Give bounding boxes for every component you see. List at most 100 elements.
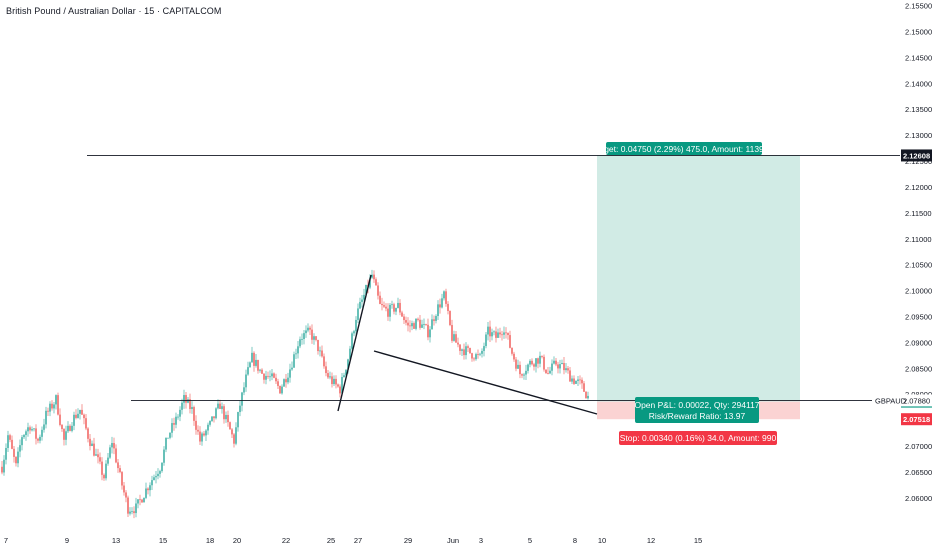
candle-body bbox=[399, 302, 401, 313]
descending-trend-line[interactable] bbox=[373, 350, 598, 415]
candle-body bbox=[33, 428, 35, 430]
candle-body bbox=[431, 319, 433, 330]
candle-body bbox=[233, 434, 235, 444]
symbol-line-label: GBPAUD bbox=[875, 396, 907, 405]
candle-body bbox=[45, 410, 47, 425]
candle-body bbox=[481, 350, 483, 354]
candle-body bbox=[545, 369, 547, 374]
candle-body bbox=[371, 274, 373, 278]
candle-body bbox=[505, 332, 507, 334]
candle-body bbox=[89, 438, 91, 446]
candle-body bbox=[487, 326, 489, 335]
candle-body bbox=[43, 424, 45, 430]
candle-body bbox=[151, 480, 153, 486]
candle-body bbox=[553, 360, 555, 364]
target-price-badge bbox=[901, 149, 932, 162]
candle-body bbox=[7, 435, 9, 448]
candle-body bbox=[131, 511, 133, 513]
candle-body bbox=[191, 407, 193, 409]
candle-body bbox=[263, 373, 265, 380]
candle-body bbox=[577, 379, 579, 381]
candle-body bbox=[211, 416, 213, 422]
candle-body bbox=[347, 359, 349, 370]
candle-body bbox=[97, 454, 99, 458]
candle-body bbox=[375, 279, 377, 286]
candle-body bbox=[587, 395, 589, 399]
price-axis[interactable]: 2.15500 2.15000 2.14500 2.14000 2.13500 2.130… bbox=[875, 2, 932, 503]
candle-body bbox=[271, 373, 273, 377]
candle-body bbox=[389, 304, 391, 317]
candle-body bbox=[507, 332, 509, 336]
candle-body bbox=[127, 497, 129, 514]
target-zone[interactable] bbox=[597, 155, 800, 402]
price-tick-label: 2.15500 bbox=[905, 2, 932, 11]
candle-body bbox=[579, 379, 581, 381]
candle-body bbox=[319, 350, 321, 352]
price-tick-label: 2.10500 bbox=[905, 261, 932, 270]
candle-body bbox=[139, 499, 141, 501]
candle-body bbox=[259, 369, 261, 371]
candle-body bbox=[509, 335, 511, 348]
candle-body bbox=[337, 384, 339, 387]
candle-body bbox=[275, 377, 277, 382]
price-tick-label: 2.12500 bbox=[905, 157, 932, 166]
candle-body bbox=[213, 416, 215, 419]
time-axis[interactable]: 7 9 13 15 18 20 22 25 27 29 Jun 3 5 8 10 12 15 bbox=[4, 536, 702, 545]
candle-body bbox=[473, 358, 475, 360]
candle-body bbox=[321, 350, 323, 357]
candle-body bbox=[329, 376, 331, 378]
candle-body bbox=[237, 412, 239, 428]
candle-body bbox=[19, 445, 21, 452]
time-tick-label: 9 bbox=[65, 536, 69, 545]
target-label: Target: 0.04750 (2.29%) 475.0, Amount: 1… bbox=[592, 144, 775, 154]
price-tick-label: 2.14000 bbox=[905, 79, 932, 88]
candle-body bbox=[311, 329, 313, 340]
candle-body bbox=[415, 318, 417, 329]
candle-body bbox=[561, 363, 563, 365]
candle-body bbox=[441, 298, 443, 308]
impulse-trend-line[interactable] bbox=[337, 274, 372, 412]
candle-body bbox=[63, 428, 65, 440]
time-tick-label: 5 bbox=[528, 536, 532, 545]
candle-body bbox=[301, 339, 303, 340]
candle-body bbox=[147, 488, 149, 491]
candle-body bbox=[273, 373, 275, 378]
candle-body bbox=[477, 354, 479, 355]
candle-body bbox=[15, 456, 17, 464]
candle-body bbox=[525, 370, 527, 375]
candle-body bbox=[91, 443, 93, 446]
candle-body bbox=[85, 418, 87, 429]
candle-body bbox=[149, 485, 151, 491]
candle-body bbox=[107, 457, 109, 464]
time-tick-label: 13 bbox=[112, 536, 120, 545]
candle-body bbox=[381, 303, 383, 306]
candle-body bbox=[95, 454, 97, 456]
candle-body bbox=[515, 359, 517, 369]
open-pl-label-box[interactable] bbox=[635, 397, 759, 423]
time-tick-label: 18 bbox=[206, 536, 214, 545]
candle-body bbox=[551, 363, 553, 371]
candle-body bbox=[249, 362, 251, 368]
candle-body bbox=[427, 324, 429, 338]
candle-body bbox=[241, 392, 243, 406]
candle-body bbox=[243, 387, 245, 393]
candle-body bbox=[345, 369, 347, 376]
candle-body bbox=[395, 307, 397, 312]
candle-body bbox=[175, 416, 177, 425]
candle-body bbox=[417, 318, 419, 320]
candle-body bbox=[53, 404, 55, 409]
candle-body bbox=[279, 385, 281, 394]
candle-body bbox=[181, 402, 183, 410]
candle-body bbox=[495, 331, 497, 338]
candle-body bbox=[173, 423, 175, 425]
stop-label-box[interactable] bbox=[619, 431, 777, 445]
candle-body bbox=[467, 346, 469, 348]
candle-body bbox=[385, 306, 387, 309]
candle-body bbox=[155, 476, 157, 478]
candle-body bbox=[393, 304, 395, 312]
candle-body bbox=[125, 492, 127, 498]
candle-body bbox=[397, 302, 399, 308]
target-label-box[interactable] bbox=[606, 142, 762, 155]
